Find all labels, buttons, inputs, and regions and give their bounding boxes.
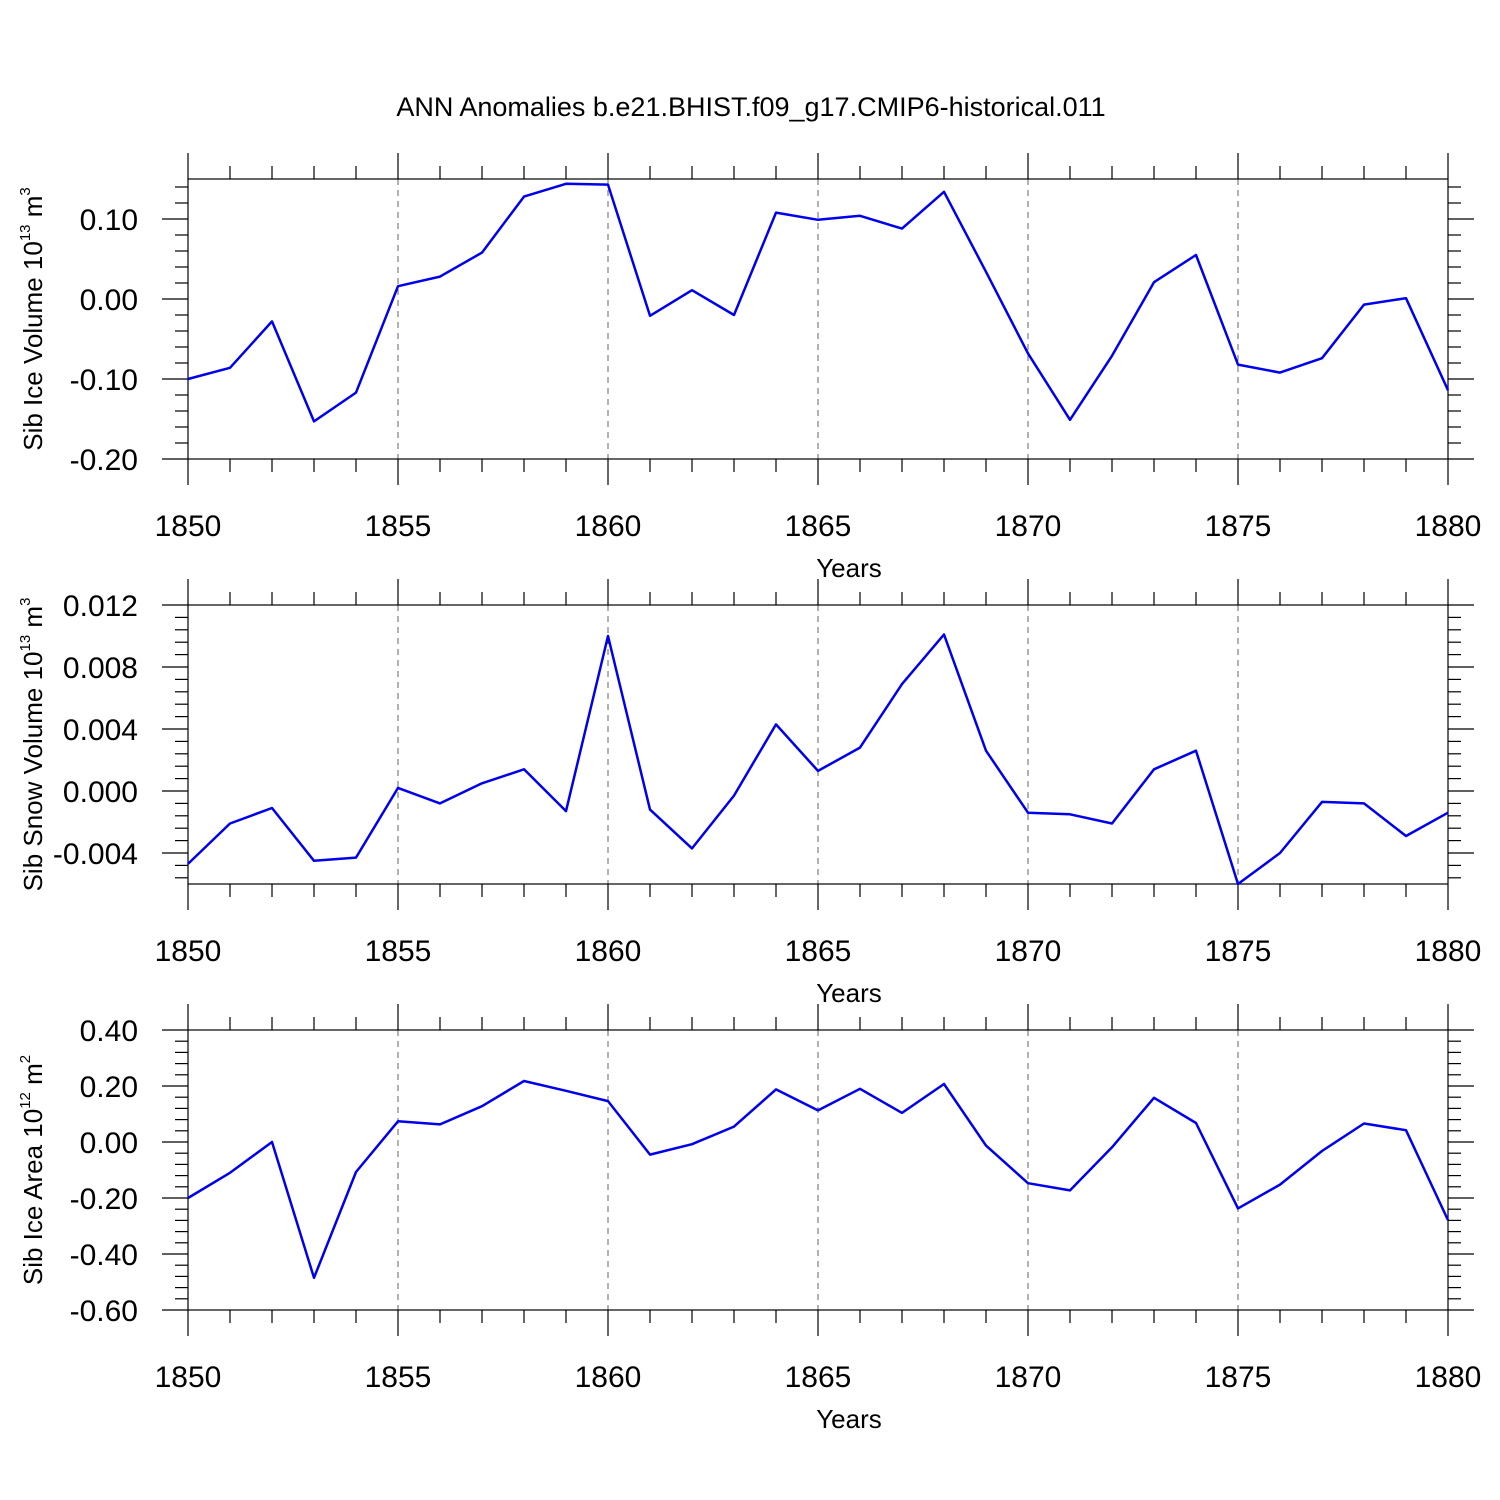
y-tick-label: -0.60 xyxy=(70,1295,138,1328)
x-tick-label: 1870 xyxy=(995,935,1062,968)
y-tick-label: 0.000 xyxy=(63,776,138,809)
x-tick-label: 1870 xyxy=(995,1361,1062,1394)
x-tick-label: 1860 xyxy=(575,510,642,543)
chart-title: ANN Anomalies b.e21.BHIST.f09_g17.CMIP6-… xyxy=(396,92,1105,122)
x-tick-label: 1855 xyxy=(365,510,432,543)
panel-3: -0.60 -0.40 -0.20 0.00 0.20 0.40 1850 1855 1860 1… xyxy=(17,1004,1481,1434)
x-tick-label: 1875 xyxy=(1205,1361,1272,1394)
x-axis-title: Years xyxy=(816,978,882,1008)
panel-1: -0.20 -0.10 0.00 0.10 1850 1855 1860 1865 1870 18… xyxy=(17,153,1481,583)
x-tick-label: 1860 xyxy=(575,935,642,968)
plot-frame xyxy=(187,604,1449,885)
y-tick-label: 0.00 xyxy=(80,1127,138,1160)
x-tick-label: 1850 xyxy=(155,1361,222,1394)
x-tick-label: 1865 xyxy=(785,935,852,968)
x-tick-label: 1850 xyxy=(155,935,222,968)
y-tick-label: -0.20 xyxy=(70,1183,138,1216)
series-line xyxy=(187,1079,1450,1280)
x-tick-label: 1850 xyxy=(155,510,222,543)
x-tick-label: 1855 xyxy=(365,935,432,968)
x-tick-label: 1880 xyxy=(1415,510,1482,543)
y-tick-label: -0.40 xyxy=(70,1239,138,1272)
x-axis-title: Years xyxy=(816,1404,882,1434)
y-axis-title: Sib Snow Volume 1013 m3 xyxy=(17,598,48,892)
x-tick-label: 1865 xyxy=(785,510,852,543)
series-line xyxy=(187,182,1450,423)
panel-2: -0.004 0.000 0.004 0.008 0.012 1850 1855 1860 18… xyxy=(17,579,1481,1008)
y-tick-label: 0.20 xyxy=(80,1071,138,1104)
series-line xyxy=(187,633,1449,886)
x-tick-label: 1875 xyxy=(1205,935,1272,968)
y-tick-label: -0.10 xyxy=(70,364,138,397)
x-tick-label: 1870 xyxy=(995,510,1062,543)
x-tick-label: 1880 xyxy=(1415,935,1482,968)
x-tick-label: 1880 xyxy=(1415,1361,1482,1394)
x-axis-title: Years xyxy=(816,553,882,583)
y-tick-label: 0.40 xyxy=(80,1015,138,1048)
y-tick-label: -0.20 xyxy=(70,444,138,477)
plot-frame xyxy=(187,1029,1449,1311)
y-tick-label: 0.012 xyxy=(63,590,138,623)
y-tick-label: 0.00 xyxy=(80,284,138,317)
y-tick-label: 0.008 xyxy=(63,652,138,685)
y-tick-label: -0.004 xyxy=(53,838,138,871)
y-axis-title: Sib Ice Area 1012 m2 xyxy=(17,1055,48,1285)
x-tick-label: 1875 xyxy=(1205,510,1272,543)
panels: -0.20 -0.10 0.00 0.10 1850 1855 1860 1865 1870 18… xyxy=(17,153,1481,1434)
y-axis-title: Sib Ice Volume 1013 m3 xyxy=(17,187,48,451)
y-tick-label: 0.004 xyxy=(63,714,138,747)
x-tick-label: 1860 xyxy=(575,1361,642,1394)
y-tick-label: 0.10 xyxy=(80,204,138,237)
x-tick-label: 1855 xyxy=(365,1361,432,1394)
x-tick-label: 1865 xyxy=(785,1361,852,1394)
